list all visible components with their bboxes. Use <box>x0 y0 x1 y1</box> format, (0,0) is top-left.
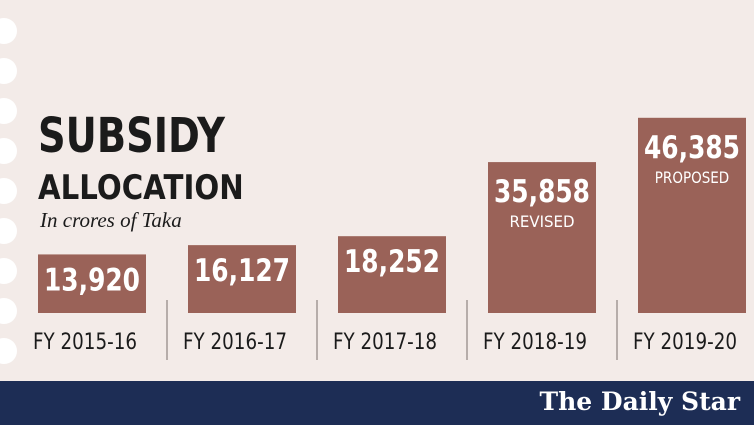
bar <box>488 162 596 313</box>
bar <box>38 254 146 313</box>
binder-hole <box>0 338 17 364</box>
x-tick-label: FY 2015-16 <box>33 330 137 355</box>
brand-logo: The Daily Star <box>539 387 740 416</box>
chart-title-line2: ALLOCATION <box>38 168 244 208</box>
bar-value-label: 46,385 <box>644 130 740 166</box>
footer-bar: The Daily Star <box>0 381 754 425</box>
binder-hole <box>0 298 17 324</box>
x-tick-label: FY 2019-20 <box>633 330 737 355</box>
binder-hole <box>0 58 17 84</box>
bar-chart: 13,920 FY 2015-16 16,127 FY 2016-17 18,252 FY… <box>33 117 746 360</box>
bar <box>338 236 446 313</box>
x-tick-label: FY 2016-17 <box>183 330 287 355</box>
bar <box>638 117 746 314</box>
x-tick-label: FY 2017-18 <box>333 330 437 355</box>
binder-hole <box>0 258 17 284</box>
bar-note-label: REVISED <box>509 212 574 231</box>
bar-value-label: 18,252 <box>344 244 440 280</box>
binder-hole <box>0 178 17 204</box>
bar-note-label: PROPOSED <box>655 168 729 187</box>
chart-subtitle: In crores of Taka <box>40 208 182 232</box>
binder-hole <box>0 138 17 164</box>
bar <box>188 245 296 313</box>
chart-title-line1: SUBSIDY <box>38 108 225 164</box>
binder-hole <box>0 98 17 124</box>
bar-value-label: 13,920 <box>44 262 140 298</box>
bar-value-label: 16,127 <box>194 253 290 289</box>
x-tick-label: FY 2018-19 <box>483 330 587 355</box>
binder-hole <box>0 18 17 44</box>
bar-value-label: 35,858 <box>494 174 590 210</box>
binder-hole <box>0 218 17 244</box>
